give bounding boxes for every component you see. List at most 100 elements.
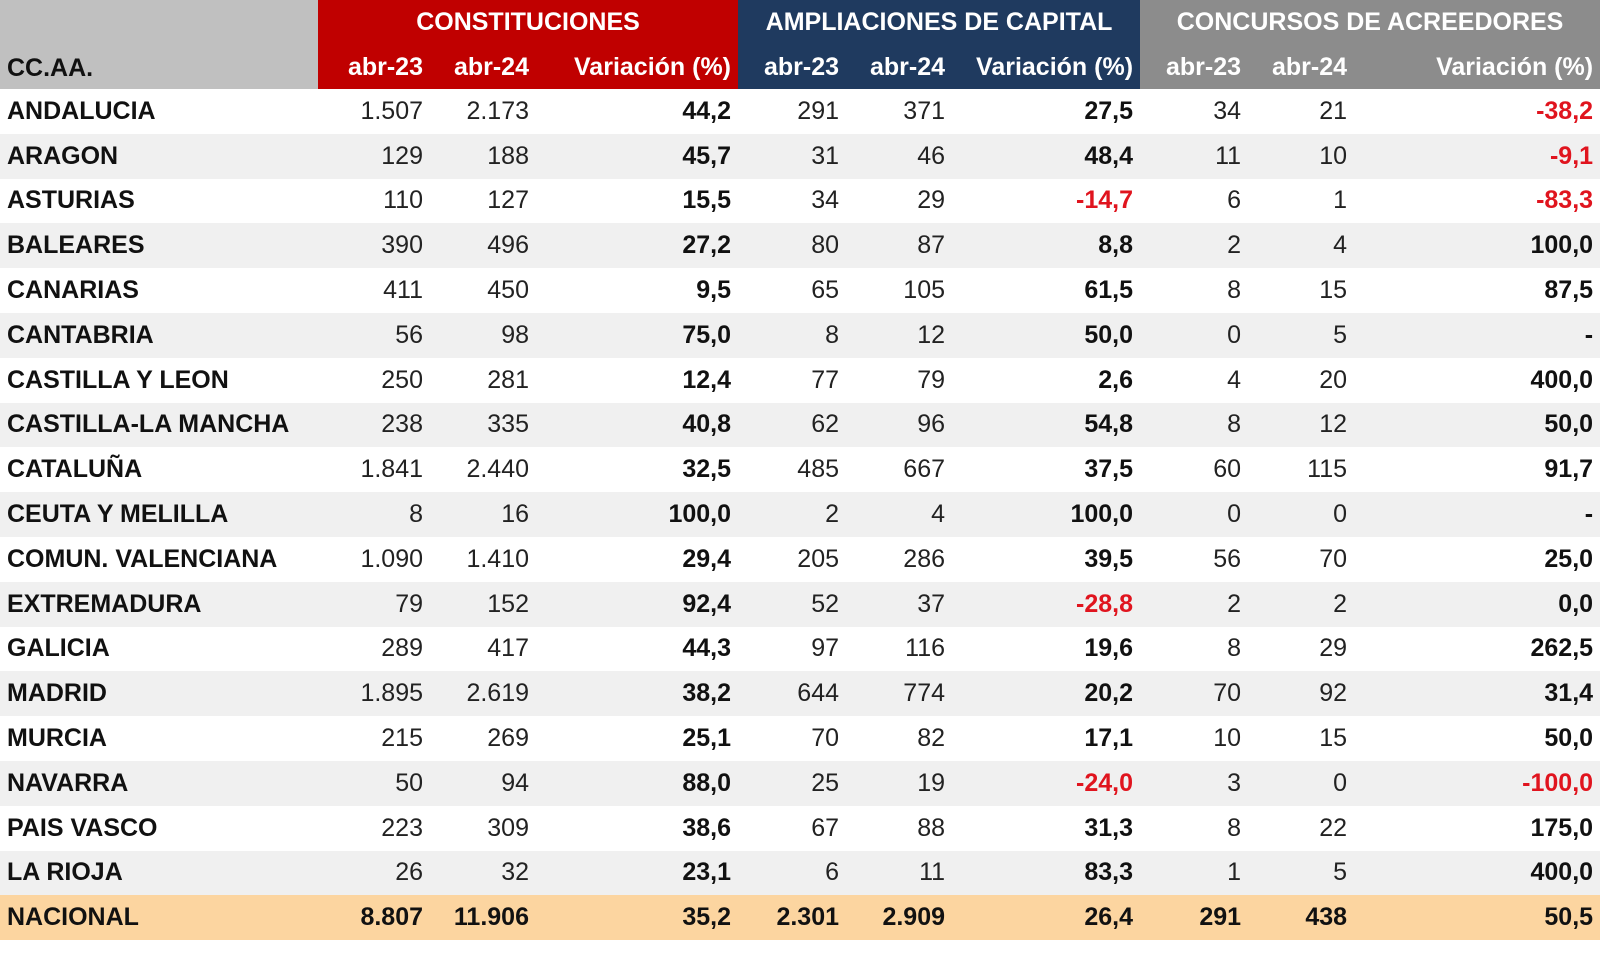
constituciones-abr23-cell: 250	[381, 365, 423, 394]
ampliaciones-variacion-cell: 37,5	[1084, 455, 1134, 484]
group-header-ampliaciones: AMPLIACIONES DE CAPITAL	[738, 0, 1141, 45]
concursos-abr24-cell: 22	[1319, 813, 1348, 842]
ampliaciones-abr24-cell: 667	[903, 455, 946, 484]
concursos-variacion-cell: 175,0	[1530, 813, 1594, 842]
group-header-concursos: CONCURSOS DE ACREEDORES	[1140, 0, 1600, 45]
concursos-abr23-cell: 4	[1227, 365, 1242, 394]
table-row: CASTILLA-LA MANCHA 238 335 40,8 62 96 54,8 8 12 5…	[0, 402, 1600, 448]
concursos-variacion-cell: -83,3	[1536, 186, 1594, 215]
ampliaciones-abr23-cell: 70	[811, 724, 840, 753]
region-name: ARAGON	[0, 133, 318, 179]
concursos-abr23-cell: 34	[1213, 96, 1242, 125]
constituciones-variacion-cell: 15,5	[682, 186, 732, 215]
constituciones-variacion-cell: 38,6	[682, 813, 732, 842]
concursos-variacion-cell: -	[1354, 312, 1600, 358]
ampliaciones-abr23-cell: 97	[811, 634, 840, 663]
constituciones-abr24-cell: 188	[430, 133, 536, 179]
constituciones-abr24-cell: 127	[487, 186, 529, 215]
concursos-abr23-cell: 56	[1213, 544, 1242, 573]
ampliaciones-abr23-cell: 2.301	[738, 895, 847, 941]
constituciones-abr24-cell: 2.619	[430, 671, 536, 717]
ampliaciones-variacion-cell: -14,7	[1076, 186, 1134, 215]
constituciones-abr24-cell: 2.440	[466, 455, 529, 484]
table-row: CEUTA Y MELILLA 8 16 100,0 2 4 100,0 0 0-	[0, 492, 1600, 537]
concursos-variacion-cell: 50,5	[1354, 895, 1600, 941]
region-name: CATALUÑA	[7, 455, 143, 484]
ampliaciones-abr24-cell: 37	[846, 581, 953, 627]
concursos-abr24-cell: 20	[1319, 365, 1348, 394]
ampliaciones-abr24-cell: 79	[917, 365, 946, 394]
concursos-abr24-cell: 29	[1319, 634, 1348, 663]
constituciones-abr24-cell: 417	[487, 634, 529, 663]
ampliaciones-abr23-cell: 52	[738, 581, 847, 627]
constituciones-variacion-cell: 35,2	[536, 895, 739, 941]
concursos-variacion-cell: 262,5	[1530, 634, 1594, 663]
ampliaciones-abr24-cell: 12	[846, 312, 953, 358]
region-name: NACIONAL	[0, 895, 318, 941]
ampliaciones-subheader-variacion: Variación (%)	[952, 45, 1141, 89]
table-row: CATALUÑA 1.841 2.440 32,5 485 667 37,5 60 115 91,…	[0, 447, 1600, 492]
ampliaciones-abr24-cell: 4	[846, 492, 953, 537]
constituciones-abr24-cell: 152	[430, 581, 536, 627]
ampliaciones-variacion-cell: 17,1	[1084, 724, 1134, 753]
region-name: CASTILLA-LA MANCHA	[0, 402, 318, 448]
constituciones-abr23-cell: 1.841	[360, 455, 423, 484]
concursos-abr24-cell: 1	[1333, 186, 1348, 215]
constituciones-abr23-cell: 289	[381, 634, 423, 663]
table-row: GALICIA 289 417 44,3 97 116 19,6 8 29 262,5	[0, 627, 1600, 672]
constituciones-variacion-cell: 44,3	[682, 634, 732, 663]
concursos-abr23-cell: 11	[1140, 133, 1249, 179]
ampliaciones-abr24-cell: 87	[846, 223, 953, 269]
concursos-variacion-cell: -9,1	[1354, 133, 1600, 179]
table-row: BALEARES 390 496 27,2 80 87 8,8 2 4 100,0	[0, 223, 1600, 269]
region-name: CASTILLA Y LEON	[7, 365, 229, 394]
constituciones-abr24-cell: 269	[487, 724, 529, 753]
constituciones-variacion-cell: 32,5	[682, 455, 732, 484]
concursos-abr24-cell: 438	[1248, 895, 1355, 941]
table-row: CANTABRIA 56 98 75,0 8 12 50,0 0 5-	[0, 312, 1600, 358]
concursos-variacion-cell: 50,0	[1354, 402, 1600, 448]
constituciones-abr24-cell: 450	[487, 276, 529, 305]
constituciones-abr23-cell: 1.895	[318, 671, 430, 717]
concursos-subheader-abr24: abr-24	[1248, 45, 1355, 89]
constituciones-variacion-cell: 40,8	[536, 402, 739, 448]
concursos-abr24-cell: 10	[1248, 133, 1355, 179]
ampliaciones-abr23-cell: 25	[738, 760, 847, 806]
constituciones-subheader-abr24: abr-24	[430, 45, 536, 89]
region-name: COMUN. VALENCIANA	[7, 544, 278, 573]
ampliaciones-abr24-cell: 88	[917, 813, 946, 842]
ampliaciones-variacion-cell: 20,2	[952, 671, 1141, 717]
ampliaciones-abr23-cell: 291	[797, 96, 840, 125]
ampliaciones-abr23-cell: 6	[738, 850, 847, 896]
region-name: NAVARRA	[0, 760, 318, 806]
concursos-abr23-cell: 8	[1227, 634, 1242, 663]
ampliaciones-abr24-cell: 116	[905, 634, 946, 663]
table-row: COMUN. VALENCIANA 1.090 1.410 29,4 205 286 39,…	[0, 537, 1600, 582]
constituciones-abr23-cell: 56	[318, 312, 430, 358]
constituciones-abr24-cell: 1.410	[466, 544, 529, 573]
constituciones-variacion-cell: 9,5	[696, 276, 732, 305]
ampliaciones-variacion-cell: 26,4	[952, 895, 1141, 941]
region-name: CANARIAS	[7, 276, 139, 305]
concursos-variacion-cell: 25,0	[1544, 544, 1594, 573]
ampliaciones-variacion-cell: 31,3	[1084, 813, 1134, 842]
constituciones-abr23-cell: 110	[383, 186, 423, 215]
concursos-variacion-cell: -38,2	[1536, 96, 1594, 125]
ampliaciones-variacion-cell: 8,8	[952, 223, 1141, 269]
constituciones-variacion-cell: 88,0	[536, 760, 739, 806]
concursos-abr23-cell: 291	[1140, 895, 1249, 941]
ampliaciones-abr23-cell: 2	[738, 492, 847, 537]
ampliaciones-abr24-cell: 19	[846, 760, 953, 806]
ampliaciones-variacion-cell: 61,5	[1084, 276, 1134, 305]
ampliaciones-abr24-cell: 46	[846, 133, 953, 179]
ampliaciones-variacion-cell: 19,6	[1084, 634, 1134, 663]
constituciones-abr24-cell: 32	[430, 850, 536, 896]
concursos-abr23-cell: 0	[1140, 492, 1249, 537]
region-name: ANDALUCIA	[7, 96, 156, 125]
constituciones-abr24-cell: 496	[430, 223, 536, 269]
table-row: MADRID 1.895 2.619 38,2 644 774 20,2 70 92 31,4	[0, 671, 1600, 717]
concursos-abr23-cell: 8	[1140, 402, 1249, 448]
concursos-abr23-cell: 1	[1140, 850, 1249, 896]
region-column-header: CC.AA.	[0, 0, 318, 89]
